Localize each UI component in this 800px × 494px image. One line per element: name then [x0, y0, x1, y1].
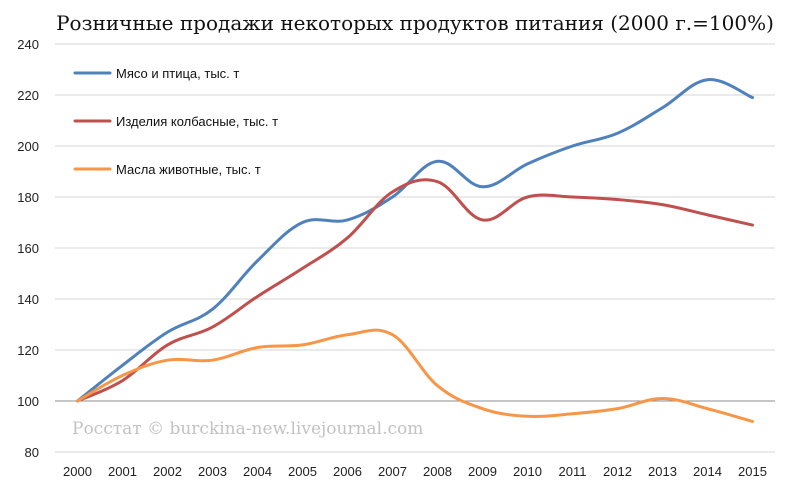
y-tick-label: 200 [17, 139, 39, 154]
x-tick-label: 2009 [468, 464, 497, 479]
y-tick-label: 140 [17, 292, 39, 307]
x-tick-label: 2011 [559, 464, 587, 479]
legend-label: Масла животные, тыс. т [116, 162, 261, 177]
y-tick-label: 120 [17, 343, 39, 358]
x-tick-label: 2000 [63, 464, 92, 479]
x-tick-label: 2001 [108, 464, 137, 479]
x-tick-label: 2014 [693, 464, 722, 479]
legend: Мясо и птица, тыс. т Изделия колбасные, т… [73, 66, 278, 177]
x-tick-label: 2008 [423, 464, 452, 479]
x-tick-label: 2013 [648, 464, 677, 479]
y-tick-label: 220 [17, 88, 39, 103]
x-tick-label: 2012 [603, 464, 632, 479]
y-tick-label: 80 [25, 445, 39, 460]
x-tick-label: 2002 [153, 464, 182, 479]
watermark: Росстат © burckina-new.livejournal.com [72, 419, 423, 439]
y-tick-label: 160 [17, 241, 39, 256]
y-axis-ticks: 80 100 120 140 160 180 200 220 240 [17, 37, 39, 460]
x-tick-label: 2006 [333, 464, 362, 479]
x-tick-label: 2004 [243, 464, 272, 479]
x-axis-ticks: 2000 2001 2002 2003 2004 2005 2006 2007 2008 2009… [63, 464, 767, 479]
y-tick-label: 240 [17, 37, 39, 52]
gridlines [55, 43, 775, 453]
x-tick-label: 2003 [198, 464, 227, 479]
series-line-2 [76, 178, 754, 403]
series-line-1 [76, 78, 754, 403]
legend-label: Изделия колбасные, тыс. т [116, 114, 278, 129]
x-tick-label: 2015 [738, 464, 767, 479]
x-tick-label: 2010 [513, 464, 542, 479]
series-line-3 [76, 328, 754, 423]
x-tick-label: 2005 [288, 464, 317, 479]
legend-label: Мясо и птица, тыс. т [116, 66, 239, 81]
series-lines [76, 78, 754, 423]
y-tick-label: 100 [17, 394, 39, 409]
chart-title: Розничные продажи некоторых продуктов пи… [56, 11, 774, 35]
x-tick-label: 2007 [378, 464, 407, 479]
y-tick-label: 180 [17, 190, 39, 205]
